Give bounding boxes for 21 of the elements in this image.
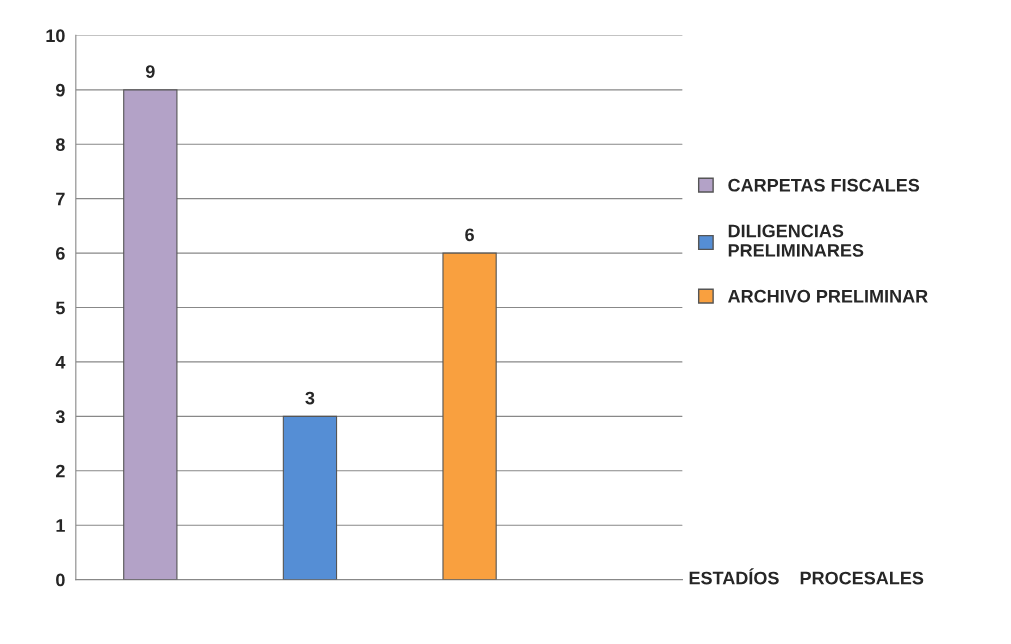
bar xyxy=(123,89,178,580)
y-tick-label: 5 xyxy=(55,301,65,315)
y-tick-label: 1 xyxy=(56,519,65,532)
y-tick-label: 8 xyxy=(55,138,65,151)
legend-label: ARCHIVO PRELIMINAR xyxy=(728,289,928,303)
y-tick-label: 7 xyxy=(56,192,65,206)
y-tick-label: 3 xyxy=(55,410,65,424)
x-axis-title: ESTADÍOS PROCESALES xyxy=(689,568,924,585)
legend-label: CARPETAS FISCALES xyxy=(728,178,920,192)
y-tick-label: 9 xyxy=(55,83,65,97)
bar xyxy=(282,415,338,580)
y-tick-label: 10 xyxy=(46,29,65,43)
bar xyxy=(442,252,497,580)
y-tick-label: 0 xyxy=(56,573,65,587)
y-tick-label: 4 xyxy=(55,356,66,369)
legend-label: DILIGENCIAS PRELIMINARES xyxy=(728,224,864,257)
data-label: 3 xyxy=(305,391,315,405)
data-label: 9 xyxy=(145,65,155,78)
y-tick-label: 2 xyxy=(55,464,65,478)
y-tick-label: 6 xyxy=(56,247,65,260)
data-label: 6 xyxy=(465,228,474,242)
